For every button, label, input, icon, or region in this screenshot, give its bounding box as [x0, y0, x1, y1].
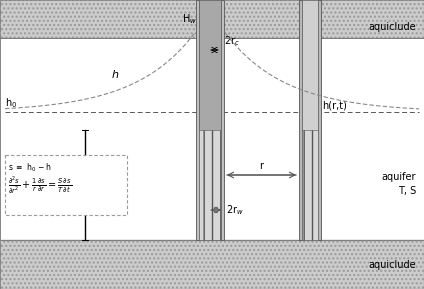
Text: h$_0$: h$_0$: [5, 96, 17, 110]
Bar: [318, 0, 321, 240]
Bar: [0, 240, 424, 289]
Text: 2r$_w$: 2r$_w$: [226, 203, 244, 217]
Text: aquiclude: aquiclude: [368, 22, 416, 32]
Text: 2r$_c$: 2r$_c$: [224, 34, 240, 48]
Bar: [302, 0, 318, 240]
Text: s $\equiv$ h$_0$ $-$ h: s $\equiv$ h$_0$ $-$ h: [8, 161, 52, 173]
Text: h: h: [112, 70, 118, 80]
Text: h(r,t): h(r,t): [322, 100, 347, 110]
Bar: [221, 0, 224, 240]
Bar: [299, 0, 302, 240]
Bar: [199, 0, 221, 240]
Bar: [196, 0, 199, 240]
Text: aquiclude: aquiclude: [368, 260, 416, 270]
FancyBboxPatch shape: [5, 155, 127, 215]
Bar: [302, 130, 318, 240]
Bar: [0, 38, 424, 240]
Text: aquifer: aquifer: [382, 172, 416, 182]
Text: H$_w$: H$_w$: [182, 12, 197, 26]
Text: b: b: [89, 180, 96, 190]
Text: T, S: T, S: [398, 186, 416, 196]
Bar: [0, 0, 424, 38]
Bar: [199, 130, 221, 240]
Text: r: r: [259, 161, 263, 171]
Bar: [0, 240, 424, 289]
Bar: [0, 0, 424, 38]
Text: $\frac{\partial^2 s}{\partial r^2}+\frac{1}{r}\frac{\partial s}{\partial r}=\fra: $\frac{\partial^2 s}{\partial r^2}+\frac…: [8, 175, 72, 196]
